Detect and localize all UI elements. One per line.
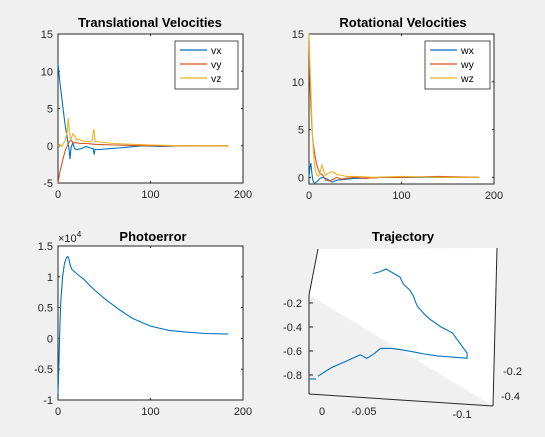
series-group xyxy=(308,33,480,184)
y-tick-label: 15 xyxy=(41,29,53,41)
x-tick-label: 0 xyxy=(319,406,325,418)
ticks: 0 100 200 0 5 10 15 xyxy=(292,29,503,202)
trajectory-line xyxy=(317,268,468,377)
x-tick-label: 200 xyxy=(234,406,252,418)
legend-label-vy: vy xyxy=(211,59,222,71)
series-group xyxy=(57,63,229,184)
legend-box xyxy=(424,40,491,90)
y-tick-label: 10 xyxy=(41,66,53,78)
x-tick-label: -0.05 xyxy=(351,406,376,418)
plot-title: Trajectory xyxy=(372,229,435,244)
axis-line xyxy=(308,248,319,296)
y-tick-label: 0 xyxy=(47,141,53,153)
legend-label-wx: wx xyxy=(460,45,475,57)
axes-pane xyxy=(309,248,497,406)
y-tick-label: 0 xyxy=(47,333,53,345)
x-tick-label: 100 xyxy=(141,189,159,201)
y-tick-label: 5 xyxy=(298,125,304,137)
photoerror-plot: Photoerror ×104 0 100 200 -1 -0.5 0 0.5 1 1.5 xyxy=(34,229,252,418)
ticks: 0 100 200 -1 -0.5 0 0.5 1 1.5 xyxy=(34,241,252,418)
translational-velocities-plot: Translational Velocities 0 100 200-5051015… xyxy=(41,15,252,201)
legend-label-wy: wy xyxy=(460,59,475,71)
series-group xyxy=(309,268,468,380)
y-tick-label: 1.5 xyxy=(38,241,53,253)
y-tick-label: -1 xyxy=(43,395,53,407)
z-tick-label: -0.4 xyxy=(283,322,302,334)
rotational-velocities-plot: Rotational Velocities 0 100 200 0 5 10 15 wx wy… xyxy=(292,15,503,202)
y-exponent-label: ×104 xyxy=(58,229,82,245)
z-tick-label: -0.2 xyxy=(283,298,302,310)
x-tick-label: 200 xyxy=(485,190,503,202)
exponent-power: 4 xyxy=(77,229,82,239)
x-tick-label: -0.1 xyxy=(453,409,472,421)
legend-label-wz: wz xyxy=(460,73,474,85)
exponent-base: ×10 xyxy=(58,233,77,245)
y-tick-label: -0.4 xyxy=(501,391,520,403)
x-tick-label: 100 xyxy=(141,406,159,418)
x-tick-label: 0 xyxy=(306,190,312,202)
axis-line xyxy=(308,393,494,407)
y-tick-label: 5 xyxy=(47,104,53,116)
series-line-vz xyxy=(57,118,229,148)
y-tick-label: 10 xyxy=(292,77,304,89)
series-line-wz xyxy=(308,33,480,178)
axes-background xyxy=(57,245,244,401)
legend-box xyxy=(174,40,239,90)
plot-title: Photoerror xyxy=(119,229,186,244)
x-tick-label: 100 xyxy=(392,190,410,202)
series-group xyxy=(57,255,229,394)
legend: wx wy wz xyxy=(424,40,491,90)
ticks: -0.2 -0.4 -0.6 -0.8 0 -0.05 -0.1 -0.2 -0.4 xyxy=(283,298,522,421)
trajectory-plot: Trajectory -0.2-0.4-0.6-0.80 -0.05 -0.1-0.… xyxy=(283,229,522,421)
y-tick-label: 0 xyxy=(298,172,304,184)
legend: vx vy vz xyxy=(174,40,239,90)
z-tick-label: -0.8 xyxy=(283,370,302,382)
axis-line xyxy=(492,247,498,407)
y-tick-label: -0.2 xyxy=(503,366,522,378)
y-tick-label: 0.5 xyxy=(38,303,53,315)
x-tick-label: 0 xyxy=(55,189,61,201)
legend-label-vx: vx xyxy=(211,45,222,57)
series-line-vy xyxy=(57,138,229,184)
plot-title: Translational Velocities xyxy=(78,15,222,30)
y-tick-label: -0.5 xyxy=(34,364,53,376)
x-tick-label: 200 xyxy=(234,189,252,201)
z-tick-label: -0.6 xyxy=(283,346,302,358)
y-tick-label: 1 xyxy=(47,272,53,284)
x-tick-label: 0 xyxy=(55,406,61,418)
y-tick-label: -5 xyxy=(43,178,53,190)
series-line-photoerror xyxy=(57,255,229,394)
legend-label-vz: vz xyxy=(211,73,222,85)
plot-title: Rotational Velocities xyxy=(339,15,466,30)
y-tick-label: 15 xyxy=(292,29,304,41)
